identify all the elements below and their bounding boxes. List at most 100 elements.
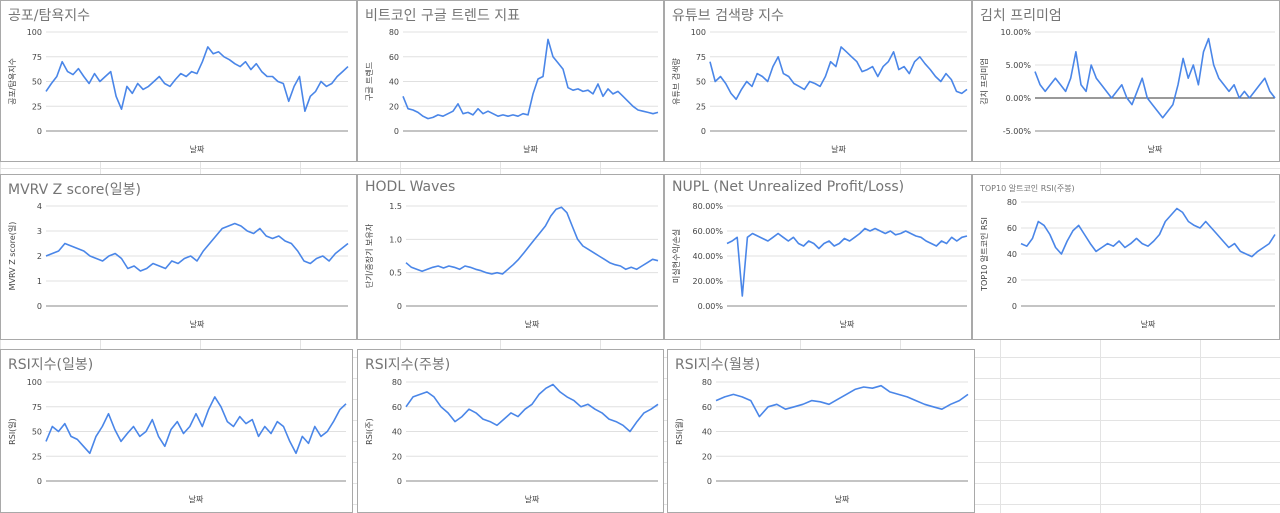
series-line xyxy=(45,396,347,455)
y-tick-label: 25 xyxy=(32,102,42,111)
y-tick-label: 80.00% xyxy=(692,202,723,211)
y-tick-label: 1.0 xyxy=(389,235,402,244)
y-tick-label: 40 xyxy=(702,428,712,437)
chart-title: RSI지수(월봉) xyxy=(675,357,761,373)
series-line xyxy=(45,46,349,112)
y-axis-label: 공포/탐욕지수 xyxy=(7,58,17,105)
y-tick-label: 1 xyxy=(37,277,42,286)
y-axis-label: 유튜브 검색량 xyxy=(671,58,681,105)
y-tick-label: 40 xyxy=(389,78,399,87)
series-line xyxy=(1020,207,1276,258)
chart-title: MVRV Z score(일봉) xyxy=(8,182,141,198)
y-tick-label: 50 xyxy=(32,78,42,87)
y-axis-label: 단기/중장기 보유자 xyxy=(364,223,374,288)
chart-title: RSI지수(주봉) xyxy=(365,357,451,373)
y-axis-label: TOP10 알트코인 RSI xyxy=(979,217,989,292)
x-axis-label: 날짜 xyxy=(189,494,204,504)
chart-panel-rsi-weekly[interactable]: RSI지수(주봉) 0 20 40 60 80 RSI(주) 날짜 xyxy=(357,349,664,513)
y-axis-label: 김치 프리미엄 xyxy=(979,58,989,105)
y-tick-label: 100 xyxy=(27,378,42,387)
y-tick-label: 4 xyxy=(37,202,42,211)
y-tick-label: 50 xyxy=(32,428,42,437)
chart-panel-nupl[interactable]: NUPL (Net Unrealized Profit/Loss) 0.00% 2… xyxy=(664,174,972,340)
y-tick-label: 5.00% xyxy=(1006,61,1032,70)
y-tick-label: 40 xyxy=(392,428,402,437)
y-tick-label: 40 xyxy=(1007,250,1017,259)
x-axis-label: 날짜 xyxy=(525,494,540,504)
y-tick-label: 80 xyxy=(1007,198,1017,207)
x-axis-label: 날짜 xyxy=(190,319,205,329)
y-tick-label: 25 xyxy=(696,102,706,111)
y-tick-label: 60 xyxy=(392,403,402,412)
chart-title: NUPL (Net Unrealized Profit/Loss) xyxy=(672,179,905,195)
y-tick-label: 20 xyxy=(392,452,402,461)
y-tick-label: 0 xyxy=(397,302,402,311)
y-tick-label: 20 xyxy=(389,102,399,111)
y-tick-label: 75 xyxy=(696,53,706,62)
chart-panel-fear-greed[interactable]: 공포/탐욕지수 0 25 50 75 100 공포/탐욕지수 날짜 xyxy=(0,0,357,162)
x-axis-label: 날짜 xyxy=(831,144,846,154)
x-axis-label: 날짜 xyxy=(190,144,205,154)
series-line xyxy=(726,227,968,297)
series-line xyxy=(45,222,349,272)
y-tick-label: 0 xyxy=(1012,302,1017,311)
y-tick-label: 2 xyxy=(37,252,42,261)
chart-title: RSI지수(일봉) xyxy=(8,357,94,373)
line-chart-rsi-daily: 0 25 50 75 100 RSI(일) 날짜 xyxy=(8,378,347,504)
chart-title: 유튜브 검색량 지수 xyxy=(672,8,784,24)
chart-panel-rsi-monthly[interactable]: RSI지수(월봉) 0 20 40 60 80 RSI(월) 날짜 xyxy=(667,349,975,513)
y-tick-label: 20 xyxy=(702,452,712,461)
chart-title: 공포/탐욕지수 xyxy=(8,8,90,24)
y-tick-label: 80 xyxy=(702,378,712,387)
chart-panel-top10-alt-rsi[interactable]: TOP10 알트코인 RSI(주봉) 0 20 40 60 80 TOP10 알트코인 R… xyxy=(972,174,1280,340)
y-tick-label: -5.00% xyxy=(1003,127,1032,136)
x-axis-label: 날짜 xyxy=(525,319,540,329)
chart-panel-mvrv[interactable]: MVRV Z score(일봉) 0 1 2 3 4 MVRV Z score(일) 날짜 xyxy=(0,174,357,340)
y-tick-label: 60 xyxy=(1007,224,1017,233)
y-tick-label: 10.00% xyxy=(1000,28,1031,37)
y-tick-label: 20.00% xyxy=(692,277,723,286)
series-line xyxy=(709,46,968,101)
y-tick-label: 60.00% xyxy=(692,227,723,236)
y-axis-label: 미실현수익/손실 xyxy=(671,229,681,283)
y-tick-label: 100 xyxy=(691,28,706,37)
y-tick-label: 0.00% xyxy=(1006,94,1032,103)
chart-panel-hodl[interactable]: HODL Waves 0 0.5 1.0 1.5 단기/중장기 보유자 날짜 xyxy=(357,174,664,340)
chart-title: 비트코인 구글 트렌드 지표 xyxy=(365,8,521,24)
x-axis-label: 날짜 xyxy=(835,494,850,504)
x-axis-label: 날짜 xyxy=(1148,144,1163,154)
y-tick-label: 60 xyxy=(702,403,712,412)
chart-panel-rsi-daily[interactable]: RSI지수(일봉) 0 25 50 75 100 RSI(일) 날짜 xyxy=(0,349,353,513)
y-tick-label: 80 xyxy=(389,28,399,37)
y-tick-label: 50 xyxy=(696,78,706,87)
y-tick-label: 25 xyxy=(32,452,42,461)
y-tick-label: 80 xyxy=(392,378,402,387)
y-tick-label: 0.5 xyxy=(389,269,402,278)
series-line xyxy=(1034,37,1276,119)
chart-title: 김치 프리미엄 xyxy=(980,8,1062,24)
series-line xyxy=(402,38,659,120)
y-axis-label: RSI(월) xyxy=(674,418,684,445)
y-tick-label: 75 xyxy=(32,403,42,412)
chart-panel-youtube-search[interactable]: 유튜브 검색량 지수 0 25 50 75 100 유튜브 검색량 날짜 xyxy=(664,0,972,162)
series-line xyxy=(405,206,659,275)
chart-panel-btc-trend[interactable]: 비트코인 구글 트렌드 지표 0 20 40 60 80 구글 트렌드 날짜 xyxy=(357,0,664,162)
y-tick-label: 0 xyxy=(397,477,402,486)
y-axis-label: MVRV Z score(일) xyxy=(8,222,17,291)
y-tick-label: 0.00% xyxy=(698,302,724,311)
x-axis-label: 날짜 xyxy=(1141,319,1156,329)
y-tick-label: 60 xyxy=(389,53,399,62)
y-tick-label: 0 xyxy=(707,477,712,486)
series-line xyxy=(715,384,969,418)
y-tick-label: 0 xyxy=(37,127,42,136)
x-axis-label: 날짜 xyxy=(523,144,538,154)
y-axis-label: RSI(일) xyxy=(8,418,17,445)
y-tick-label: 3 xyxy=(37,227,42,236)
y-tick-label: 40.00% xyxy=(692,252,723,261)
